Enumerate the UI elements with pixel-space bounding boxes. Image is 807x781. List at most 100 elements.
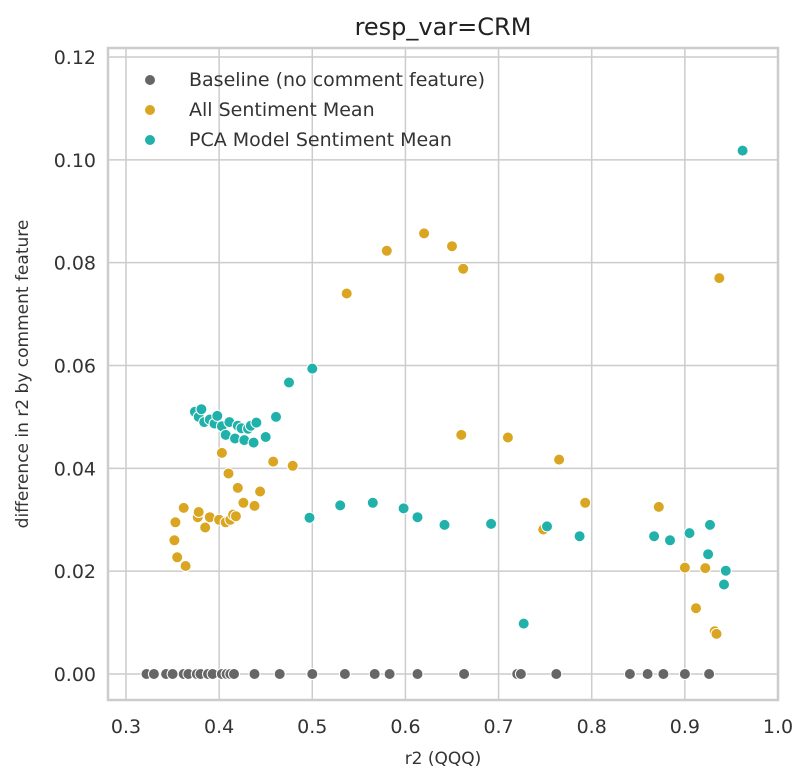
all-sentiment-point bbox=[652, 500, 665, 513]
pca-sentiment-point bbox=[366, 496, 379, 509]
pca-sentiment-point bbox=[250, 416, 263, 429]
all-sentiment-point bbox=[553, 453, 566, 466]
legend-marker-baseline bbox=[144, 74, 156, 86]
y-tick-label: 0.12 bbox=[54, 47, 96, 69]
pca-sentiment-point bbox=[736, 144, 749, 157]
all-sentiment-point bbox=[192, 506, 205, 518]
pca-sentiment-point bbox=[648, 530, 661, 543]
data-points bbox=[140, 144, 749, 680]
pca-sentiment-point bbox=[517, 617, 530, 630]
all-sentiment-point bbox=[446, 240, 458, 253]
all-sentiment-point bbox=[690, 602, 702, 615]
all-sentiment-point bbox=[231, 481, 244, 494]
y-tick-label: 0.10 bbox=[54, 150, 96, 172]
x-tick-label: 0.4 bbox=[204, 716, 234, 738]
all-sentiment-point bbox=[177, 501, 190, 514]
pca-sentiment-point bbox=[719, 564, 732, 577]
pca-sentiment-point bbox=[702, 548, 715, 561]
all-sentiment-point bbox=[199, 521, 212, 534]
all-sentiment-point bbox=[340, 287, 353, 300]
all-sentiment-point bbox=[254, 485, 267, 498]
pca-sentiment-point bbox=[195, 403, 208, 416]
baseline-point bbox=[306, 668, 319, 680]
baseline-point bbox=[248, 668, 261, 680]
x-tick-label: 1.0 bbox=[763, 716, 793, 738]
baseline-point bbox=[657, 668, 670, 680]
pca-sentiment-point bbox=[306, 362, 319, 375]
y-tick-labels: 0.00 0.02 0.04 0.06 0.08 0.10 0.12 bbox=[54, 47, 96, 686]
all-sentiment-point bbox=[457, 262, 470, 275]
all-sentiment-point bbox=[455, 428, 468, 441]
baseline-point bbox=[678, 668, 691, 680]
pca-sentiment-point bbox=[573, 530, 586, 543]
chart-title: resp_var=CRM bbox=[355, 13, 532, 41]
pca-sentiment-point bbox=[211, 409, 224, 422]
pca-sentiment-point bbox=[411, 511, 424, 524]
pca-sentiment-point bbox=[438, 518, 451, 531]
legend-label-pca-sentiment: PCA Model Sentiment Mean bbox=[189, 129, 452, 151]
baseline-point bbox=[411, 668, 424, 680]
all-sentiment-point bbox=[237, 496, 250, 509]
baseline-point bbox=[458, 668, 471, 680]
y-tick-label: 0.04 bbox=[54, 458, 96, 480]
y-tick-label: 0.06 bbox=[54, 356, 96, 378]
all-sentiment-point bbox=[418, 227, 431, 240]
x-tick-label: 0.5 bbox=[297, 716, 327, 738]
y-tick-label: 0.08 bbox=[54, 253, 96, 275]
all-sentiment-point bbox=[169, 516, 182, 529]
baseline-point bbox=[368, 668, 381, 680]
pca-sentiment-point bbox=[485, 517, 498, 530]
legend-marker-all-sentiment bbox=[144, 104, 156, 116]
all-sentiment-point bbox=[215, 446, 228, 459]
legend: Baseline (no comment feature) All Sentim… bbox=[144, 69, 485, 151]
all-sentiment-point bbox=[267, 455, 280, 468]
all-sentiment-point bbox=[286, 459, 299, 472]
legend-label-all-sentiment: All Sentiment Mean bbox=[189, 99, 375, 121]
baseline-point bbox=[147, 668, 160, 680]
baseline-point bbox=[550, 668, 563, 680]
pca-sentiment-point bbox=[718, 578, 730, 591]
pca-sentiment-point bbox=[397, 502, 410, 515]
x-tick-label: 0.9 bbox=[670, 716, 700, 738]
x-tick-label: 0.6 bbox=[390, 716, 420, 738]
x-tick-label: 0.7 bbox=[483, 716, 513, 738]
all-sentiment-point bbox=[248, 499, 261, 512]
y-tick-label: 0.00 bbox=[54, 664, 96, 686]
all-sentiment-point bbox=[501, 431, 514, 444]
all-sentiment-point bbox=[713, 272, 726, 285]
pca-sentiment-point bbox=[259, 431, 272, 443]
pca-sentiment-point bbox=[541, 520, 553, 533]
baseline-point bbox=[383, 668, 396, 680]
pca-sentiment-point bbox=[664, 534, 676, 547]
all-sentiment-point bbox=[222, 467, 235, 480]
y-axis-label: difference in r2 by comment feature bbox=[13, 220, 33, 529]
all-sentiment-point bbox=[579, 496, 592, 509]
baseline-point bbox=[514, 668, 527, 680]
legend-marker-pca-sentiment bbox=[144, 134, 156, 146]
all-sentiment-point bbox=[678, 561, 691, 574]
x-tick-label: 0.3 bbox=[111, 716, 141, 738]
all-sentiment-point bbox=[171, 551, 184, 564]
all-sentiment-point bbox=[710, 627, 723, 640]
x-axis-label: r2 (QQQ) bbox=[405, 749, 482, 769]
all-sentiment-point bbox=[179, 560, 192, 572]
pca-sentiment-point bbox=[704, 518, 716, 531]
pca-sentiment-point bbox=[303, 511, 316, 524]
y-tick-label: 0.02 bbox=[54, 561, 96, 583]
baseline-point bbox=[641, 668, 654, 680]
all-sentiment-point bbox=[380, 244, 393, 257]
x-tick-label: 0.8 bbox=[577, 716, 607, 738]
all-sentiment-point bbox=[229, 510, 242, 523]
baseline-point bbox=[338, 668, 351, 680]
pca-sentiment-point bbox=[270, 410, 282, 423]
legend-label-baseline: Baseline (no comment feature) bbox=[189, 69, 485, 91]
all-sentiment-point bbox=[168, 534, 181, 547]
pca-sentiment-point bbox=[334, 499, 347, 512]
pca-sentiment-point bbox=[683, 527, 696, 540]
all-sentiment-point bbox=[699, 562, 712, 575]
baseline-point bbox=[703, 668, 716, 680]
baseline-point bbox=[623, 668, 636, 680]
baseline-point bbox=[166, 668, 179, 680]
x-tick-labels: 0.3 0.4 0.5 0.6 0.7 0.8 0.9 1.0 bbox=[111, 716, 793, 738]
